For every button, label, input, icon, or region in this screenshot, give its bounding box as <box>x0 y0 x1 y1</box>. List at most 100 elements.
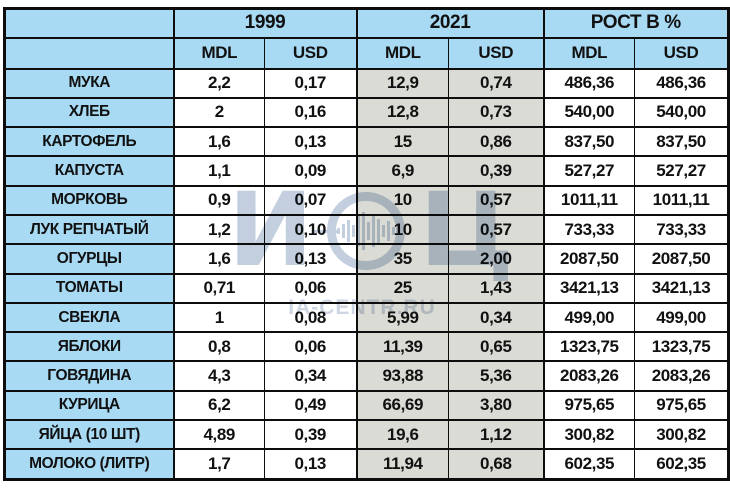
cell-2021-usd: 0,68 <box>448 448 545 481</box>
row-label: КАРТОФЕЛЬ <box>4 126 174 158</box>
cell-1999-usd: 0,07 <box>263 184 358 216</box>
cell-1999-usd: 0,34 <box>263 360 358 392</box>
cell-1999-usd: 0,17 <box>263 67 358 99</box>
row-label: МОЛОКО (ЛИТР) <box>4 448 174 481</box>
header-growth-mdl: MDL <box>542 36 636 70</box>
cell-growth-mdl: 602,35 <box>542 448 636 481</box>
cell-growth-usd: 602,35 <box>634 448 730 481</box>
header-2021-usd: USD <box>448 36 545 70</box>
header-group-row: 1999 2021 РОСТ В % <box>4 7 730 39</box>
cell-growth-mdl: 2083,26 <box>542 360 636 392</box>
cell-1999-mdl: 0,9 <box>172 184 265 216</box>
cell-growth-mdl: 1011,11 <box>542 184 636 216</box>
table-row-luk: ЛУК РЕПЧАТЫЙ 1,2 0,10 10 0,57 733,33 733… <box>4 213 730 246</box>
cell-growth-usd: 733,33 <box>634 213 730 246</box>
cell-2021-usd: 5,36 <box>448 360 545 392</box>
cell-2021-mdl: 10 <box>355 184 450 216</box>
cell-1999-usd: 0,39 <box>263 419 358 451</box>
cell-growth-usd: 2087,50 <box>634 243 730 275</box>
cell-growth-usd: 1011,11 <box>634 184 730 216</box>
cell-2021-mdl: 35 <box>355 243 450 275</box>
cell-2021-mdl: 25 <box>355 272 450 304</box>
table-row-morkov: МОРКОВЬ 0,9 0,07 10 0,57 1011,11 1011,11 <box>4 184 730 216</box>
table-row-moloko: МОЛОКО (ЛИТР) 1,7 0,13 11,94 0,68 602,35… <box>4 448 730 481</box>
corner-cell <box>4 36 174 70</box>
row-label: ХЛЕБ <box>4 96 174 129</box>
cell-1999-usd: 0,49 <box>263 389 358 422</box>
cell-1999-mdl: 1,2 <box>172 213 265 246</box>
cell-2021-usd: 0,57 <box>448 184 545 216</box>
corner-cell <box>4 7 174 39</box>
cell-2021-mdl: 15 <box>355 126 450 158</box>
cell-1999-mdl: 1 <box>172 301 265 334</box>
row-label: ГОВЯДИНА <box>4 360 174 392</box>
row-label: МУКА <box>4 67 174 99</box>
cell-growth-mdl: 3421,13 <box>542 272 636 304</box>
cell-growth-mdl: 486,36 <box>542 67 636 99</box>
cell-1999-mdl: 4,89 <box>172 419 265 451</box>
row-label: ЯЙЦА (10 ШТ) <box>4 419 174 451</box>
cell-2021-usd: 0,73 <box>448 96 545 129</box>
cell-growth-usd: 837,50 <box>634 126 730 158</box>
cell-2021-usd: 0,57 <box>448 213 545 246</box>
cell-growth-mdl: 1323,75 <box>542 331 636 363</box>
cell-1999-mdl: 1,6 <box>172 126 265 158</box>
cell-1999-mdl: 2,2 <box>172 67 265 99</box>
column-group-2021: 2021 <box>355 7 545 39</box>
cell-growth-mdl: 499,00 <box>542 301 636 334</box>
table-row-tomaty: ТОМАТЫ 0,71 0,06 25 1,43 3421,13 3421,13 <box>4 272 730 304</box>
cell-growth-mdl: 540,00 <box>542 96 636 129</box>
table-row-govyadina: ГОВЯДИНА 4,3 0,34 93,88 5,36 2083,26 208… <box>4 360 730 392</box>
cell-growth-mdl: 837,50 <box>542 126 636 158</box>
cell-2021-usd: 1,43 <box>448 272 545 304</box>
cell-1999-usd: 0,06 <box>263 272 358 304</box>
cell-2021-usd: 0,39 <box>448 155 545 187</box>
cell-2021-mdl: 11,94 <box>355 448 450 481</box>
cell-1999-mdl: 6,2 <box>172 389 265 422</box>
row-label: ЯБЛОКИ <box>4 331 174 363</box>
cell-2021-usd: 3,80 <box>448 389 545 422</box>
cell-1999-usd: 0,10 <box>263 213 358 246</box>
cell-2021-mdl: 12,8 <box>355 96 450 129</box>
header-1999-usd: USD <box>263 36 358 70</box>
row-label: ОГУРЦЫ <box>4 243 174 275</box>
cell-1999-mdl: 1,6 <box>172 243 265 275</box>
cell-1999-mdl: 0,71 <box>172 272 265 304</box>
table-row-yaytsa: ЯЙЦА (10 ШТ) 4,89 0,39 19,6 1,12 300,82 … <box>4 419 730 451</box>
cell-2021-usd: 2,00 <box>448 243 545 275</box>
cell-1999-mdl: 2 <box>172 96 265 129</box>
cell-2021-mdl: 5,99 <box>355 301 450 334</box>
cell-2021-mdl: 11,39 <box>355 331 450 363</box>
cell-1999-mdl: 4,3 <box>172 360 265 392</box>
cell-1999-mdl: 1,1 <box>172 155 265 187</box>
table-row-yabloki: ЯБЛОКИ 0,8 0,06 11,39 0,65 1323,75 1323,… <box>4 331 730 363</box>
cell-growth-mdl: 300,82 <box>542 419 636 451</box>
cell-1999-usd: 0,13 <box>263 448 358 481</box>
cell-growth-usd: 1323,75 <box>634 331 730 363</box>
header-2021-mdl: MDL <box>355 36 450 70</box>
cell-growth-usd: 3421,13 <box>634 272 730 304</box>
cell-growth-usd: 2083,26 <box>634 360 730 392</box>
cell-growth-usd: 527,27 <box>634 155 730 187</box>
table-row-kapusta: КАПУСТА 1,1 0,09 6,9 0,39 527,27 527,27 <box>4 155 730 187</box>
cell-growth-usd: 540,00 <box>634 96 730 129</box>
price-table: 1999 2021 РОСТ В % MDL USD MDL USD MDL U… <box>3 7 730 481</box>
table-row-muka: МУКА 2,2 0,17 12,9 0,74 486,36 486,36 <box>4 67 730 99</box>
cell-growth-usd: 499,00 <box>634 301 730 334</box>
table-row-kartofel: КАРТОФЕЛЬ 1,6 0,13 15 0,86 837,50 837,50 <box>4 126 730 158</box>
cell-2021-usd: 1,12 <box>448 419 545 451</box>
cell-2021-usd: 0,34 <box>448 301 545 334</box>
cell-growth-mdl: 2087,50 <box>542 243 636 275</box>
row-label: ТОМАТЫ <box>4 272 174 304</box>
table-row-khleb: ХЛЕБ 2 0,16 12,8 0,73 540,00 540,00 <box>4 96 730 129</box>
cell-growth-mdl: 733,33 <box>542 213 636 246</box>
header-growth-usd: USD <box>634 36 730 70</box>
cell-2021-mdl: 93,88 <box>355 360 450 392</box>
row-label: КУРИЦА <box>4 389 174 422</box>
cell-1999-mdl: 1,7 <box>172 448 265 481</box>
cell-2021-usd: 0,86 <box>448 126 545 158</box>
table-row-svekla: СВЕКЛА 1 0,08 5,99 0,34 499,00 499,00 <box>4 301 730 334</box>
cell-1999-usd: 0,06 <box>263 331 358 363</box>
row-label: КАПУСТА <box>4 155 174 187</box>
